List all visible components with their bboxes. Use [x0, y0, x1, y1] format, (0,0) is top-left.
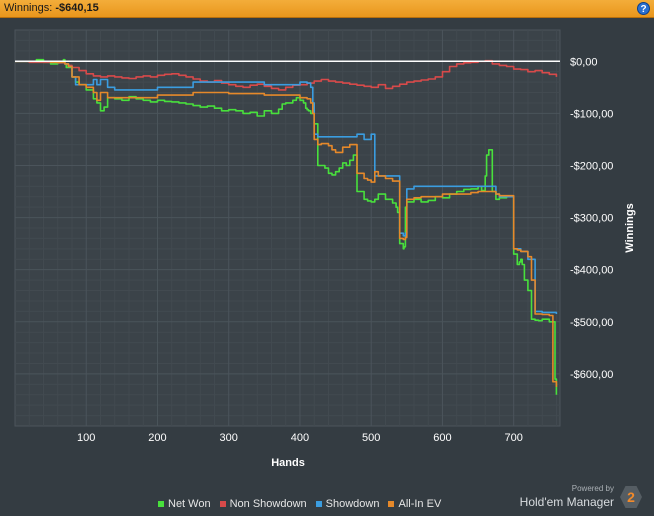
series-line-all-in-ev	[15, 60, 558, 387]
legend-swatch	[388, 501, 395, 507]
powered-by-label: Powered by	[571, 484, 614, 493]
winnings-label: Winnings:	[4, 2, 53, 14]
brand-name: Hold'em Manager	[519, 495, 614, 509]
chart-legend: Net Won Non Showdown Showdown All-In EV	[158, 497, 450, 511]
x-axis-title: Hands	[271, 457, 305, 469]
legend-item-net-won[interactable]: Net Won	[158, 498, 211, 510]
x-tick-label: 100	[77, 432, 95, 444]
x-tick-label: 300	[220, 432, 238, 444]
x-tick-label: 200	[148, 432, 166, 444]
y-tick-label: -$500,00	[570, 317, 613, 329]
series-line-showdown	[15, 60, 558, 314]
legend-swatch	[219, 501, 226, 507]
legend-label: Showdown	[325, 498, 380, 510]
series-line-net-won	[15, 58, 558, 395]
brand-badge-icon: 2	[620, 486, 642, 508]
header-bar: Winnings: -$640,15 ?	[0, 0, 654, 18]
y-axis-title: Winnings	[624, 203, 636, 252]
x-tick-label: 600	[433, 432, 451, 444]
y-tick-label: -$600,00	[570, 369, 613, 381]
legend-item-showdown[interactable]: Showdown	[315, 498, 380, 510]
x-tick-label: 400	[291, 432, 309, 444]
y-tick-label: $0,00	[570, 56, 598, 68]
legend-item-all-in-ev[interactable]: All-In EV	[388, 498, 441, 510]
legend-swatch	[158, 501, 164, 507]
y-tick-label: -$200,00	[570, 160, 613, 172]
legend-label: Net Won	[168, 498, 211, 510]
help-icon[interactable]: ?	[637, 2, 650, 15]
x-tick-label: 500	[362, 432, 380, 444]
legend-label: All-In EV	[398, 498, 442, 510]
y-tick-label: -$100,00	[570, 108, 613, 120]
legend-label: Non Showdown	[229, 498, 307, 510]
y-tick-label: -$300,00	[570, 213, 613, 225]
winnings-summary: Winnings: -$640,15	[4, 2, 99, 14]
x-tick-label: 700	[505, 432, 523, 444]
y-tick-label: -$400,00	[570, 265, 613, 277]
legend-item-non-showdown[interactable]: Non Showdown	[219, 498, 307, 510]
legend-swatch	[315, 501, 322, 507]
winnings-value: -$640,15	[55, 2, 99, 14]
